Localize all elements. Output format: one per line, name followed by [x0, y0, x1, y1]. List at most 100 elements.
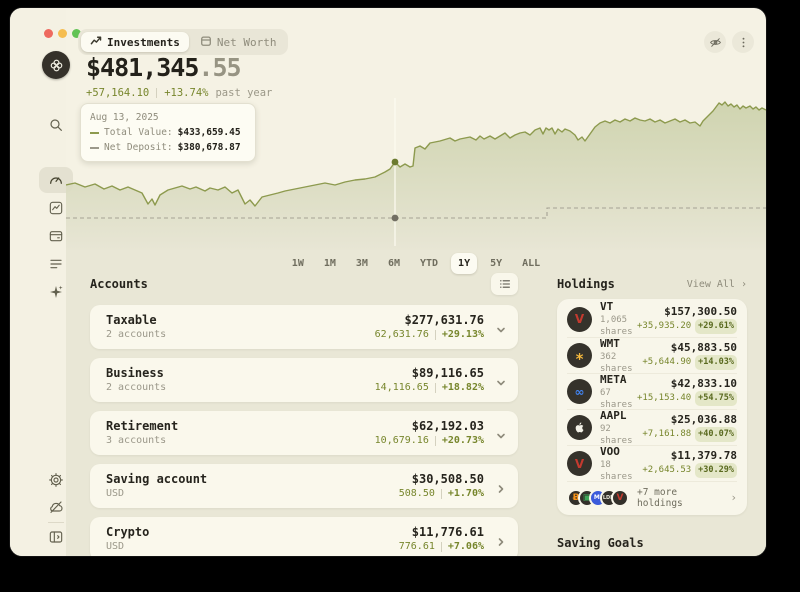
holding-row-wmt[interactable]: * WMT 362 shares $45,883.50 +5,644.90 +14.… — [567, 336, 737, 374]
change-percent: +13.74% — [164, 87, 209, 99]
holding-shares: 92 shares — [600, 423, 633, 446]
account-subtitle: 3 accounts — [106, 435, 167, 446]
range-1m[interactable]: 1M — [323, 258, 336, 269]
account-change: 62,631.76 — [374, 329, 429, 340]
dashboard-content: 1W 1M 3M 6M YTD 1Y 5Y ALL Accounts Tax — [66, 250, 766, 556]
sidebar-item-accounts[interactable] — [48, 228, 64, 244]
divider — [440, 488, 442, 499]
range-1y[interactable]: 1Y — [451, 253, 478, 274]
divider — [434, 435, 436, 446]
area-fill — [66, 102, 766, 250]
range-5y[interactable]: 5Y — [490, 258, 503, 269]
account-card-saving[interactable]: Saving account USD $30,508.50 508.50 +1.70… — [90, 464, 518, 508]
range-1w[interactable]: 1W — [291, 258, 304, 269]
more-holdings-row[interactable]: Ƀ ▣ MI LDM V +7 more holdings › — [567, 481, 737, 513]
account-percent: +20.73% — [441, 435, 484, 446]
close-window-button[interactable] — [44, 29, 53, 38]
sidebar-divider — [48, 522, 64, 523]
wallet-icon — [200, 35, 212, 50]
holding-shares: 67 shares — [600, 387, 633, 410]
account-name: Retirement — [106, 419, 179, 433]
sidebar-item-portfolio[interactable] — [48, 200, 64, 216]
period-label: past year — [215, 87, 273, 99]
meta-logo: ∞ — [567, 379, 592, 404]
holding-percent-badge: +30.29% — [695, 463, 737, 478]
accounts-section: Accounts Taxable 2 accounts $277,631.76 6… — [90, 272, 518, 556]
account-subtitle: 2 accounts — [106, 382, 167, 393]
holding-ticker: WMT — [600, 336, 620, 350]
range-6m[interactable]: 6M — [387, 258, 400, 269]
holding-shares: 18 shares — [600, 459, 633, 482]
holding-value: $157,300.50 — [664, 304, 737, 318]
app-window: Investments Net Worth $481,345.55 +57,16… — [10, 8, 766, 556]
aapl-apple-logo — [567, 415, 592, 440]
range-3m[interactable]: 3M — [355, 258, 368, 269]
saving-goals-title: Saving Goals — [557, 536, 644, 550]
holding-ticker: AAPL — [600, 408, 627, 422]
holding-value: $42,833.10 — [670, 377, 737, 390]
account-card-business[interactable]: Business 2 accounts $89,116.65 14,116.65 +… — [90, 358, 518, 402]
minimize-window-button[interactable] — [58, 29, 67, 38]
tab-investments[interactable]: Investments — [81, 32, 189, 52]
holding-shares: 1,065 shares — [600, 315, 633, 337]
holding-row-voo[interactable]: V VOO 18 shares $11,379.78 +2,645.53 +30.2… — [567, 445, 737, 482]
holdings-title: Holdings — [557, 277, 615, 291]
chart-tooltip: Aug 13, 2025 Total Value: $433,659.45 Net… — [80, 103, 256, 162]
net-deposit-legend-line — [90, 146, 99, 149]
account-percent: +1.70% — [447, 488, 484, 499]
holding-percent-badge: +40.07% — [695, 427, 737, 442]
portfolio-change-summary: +57,164.10 +13.74% past year — [86, 87, 272, 99]
holding-value: $25,036.88 — [670, 413, 737, 426]
holding-value: $11,379.78 — [670, 449, 737, 462]
tooltip-total-value: $433,659.45 — [177, 127, 241, 138]
account-value: $89,116.65 — [411, 366, 484, 380]
holding-change: +2,645.53 — [642, 465, 692, 475]
maximize-window-button[interactable] — [72, 29, 81, 38]
search-icon[interactable] — [48, 117, 64, 133]
holding-percent-badge: +29.61% — [695, 318, 737, 334]
holding-row-aapl[interactable]: AAPL 92 shares $25,036.88 +7,161.88 +40.07… — [567, 408, 737, 446]
account-value: $30,508.50 — [411, 472, 484, 486]
account-card-taxable[interactable]: Taxable 2 accounts $277,631.76 62,631.76 +… — [90, 305, 518, 349]
chevron-down-icon[interactable] — [495, 321, 507, 340]
view-all-link[interactable]: View All › — [686, 278, 747, 290]
range-ytd[interactable]: YTD — [419, 258, 439, 269]
divider — [434, 329, 436, 340]
range-all[interactable]: ALL — [522, 258, 541, 269]
holding-ticker: META — [600, 372, 627, 386]
hide-values-eye-off-button[interactable] — [704, 31, 726, 53]
collapse-sidebar-icon[interactable] — [48, 529, 64, 545]
account-card-retirement[interactable]: Retirement 3 accounts $62,192.03 10,679.1… — [90, 411, 518, 455]
net-deposit-dashed-line — [66, 207, 766, 219]
sidebar-item-transactions[interactable] — [48, 256, 64, 272]
change-amount: +57,164.10 — [86, 87, 150, 99]
holdings-card: V VT 1,065 shares $157,300.50 +35,935.20 +… — [557, 299, 747, 515]
chevron-right-icon[interactable] — [495, 533, 507, 552]
holding-value: $45,883.50 — [670, 341, 737, 354]
portfolio-area-chart[interactable] — [66, 98, 766, 250]
sidebar-item-assistant[interactable] — [48, 284, 64, 300]
tab-net-worth[interactable]: Net Worth — [191, 32, 286, 52]
cloud-off-icon[interactable] — [48, 499, 64, 515]
account-card-crypto[interactable]: Crypto USD $11,776.61 776.61 +7.06% — [90, 517, 518, 556]
settings-gear-icon[interactable] — [48, 472, 64, 488]
holding-row-meta[interactable]: ∞ META 67 shares $42,833.10 +15,153.40 +54… — [567, 372, 737, 410]
holding-percent-badge: +54.75% — [695, 391, 737, 406]
chevron-down-icon[interactable] — [495, 427, 507, 446]
sidebar — [10, 8, 81, 556]
header-actions — [704, 31, 754, 53]
crosshair-deposit-dot — [391, 214, 399, 222]
accounts-sort-button[interactable] — [491, 273, 518, 295]
total-portfolio-value: $481,345.55 — [86, 53, 242, 82]
chevron-down-icon[interactable] — [495, 374, 507, 393]
divider — [156, 88, 158, 98]
more-options-kebab-button[interactable] — [732, 31, 754, 53]
accounts-title: Accounts — [90, 277, 148, 291]
window-controls — [44, 29, 81, 38]
tooltip-net-deposit: $380,678.87 — [177, 142, 241, 153]
divider — [434, 382, 436, 393]
app-logo-icon[interactable] — [42, 51, 70, 79]
account-value: $11,776.61 — [411, 525, 484, 539]
holding-row-vt[interactable]: V VT 1,065 shares $157,300.50 +35,935.20 +… — [567, 300, 737, 337]
chevron-right-icon[interactable] — [495, 480, 507, 499]
